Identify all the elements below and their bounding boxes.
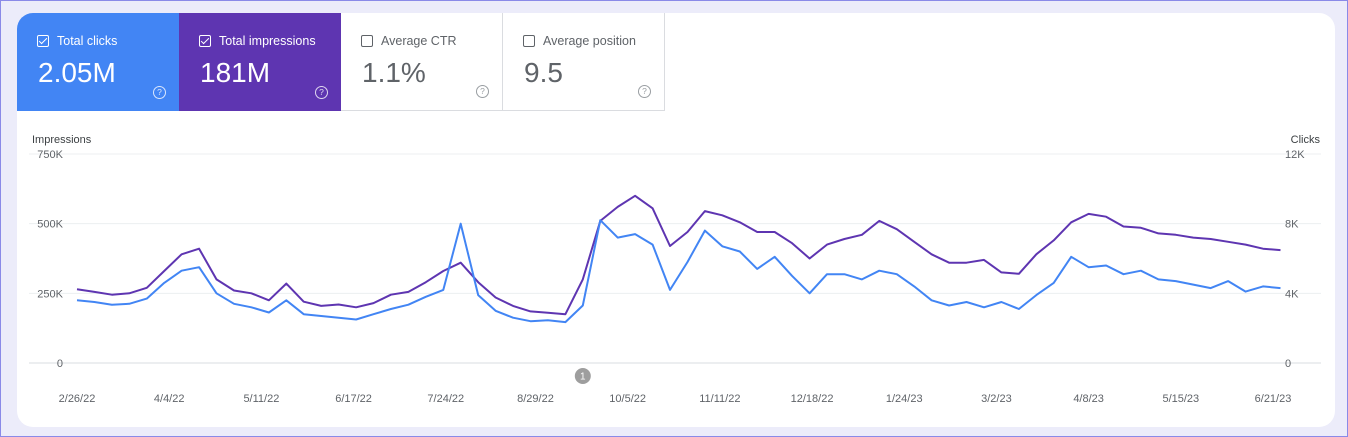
y-left-tick: 250K	[37, 288, 63, 300]
x-tick: 2/26/22	[59, 393, 96, 405]
tile-total-clicks[interactable]: Total clicks 2.05M ?	[17, 13, 179, 111]
y-left-tick: 500K	[37, 219, 63, 231]
tile-label: Average CTR	[381, 34, 457, 48]
y-axis-left-ticks: 750K 500K 250K 0	[37, 149, 63, 370]
help-icon[interactable]: ?	[153, 86, 166, 99]
checkbox-unchecked-icon[interactable]	[523, 35, 535, 47]
x-tick: 6/21/23	[1255, 393, 1292, 405]
y-right-tick: 4K	[1285, 288, 1299, 300]
checkbox-unchecked-icon[interactable]	[361, 35, 373, 47]
gridlines	[29, 153, 1321, 364]
tile-value: 1.1%	[362, 57, 426, 88]
series-clicks-line[interactable]	[76, 219, 1281, 324]
y-axis-right-ticks: 12K 8K 4K 0	[1285, 149, 1305, 370]
x-tick: 1/24/23	[886, 393, 923, 405]
x-tick: 4/4/22	[154, 393, 185, 405]
series-impressions-line[interactable]	[76, 194, 1281, 316]
y-axis-right-title: Clicks	[1291, 134, 1321, 146]
annotation-label: 1	[580, 372, 586, 383]
metric-tiles: Total clicks 2.05M ? Total impressions 1…	[17, 13, 665, 111]
tile-average-position[interactable]: Average position 9.5 ?	[503, 13, 665, 111]
y-axis-left-title: Impressions	[32, 134, 92, 146]
help-icon[interactable]: ?	[476, 85, 489, 98]
tile-average-ctr[interactable]: Average CTR 1.1% ?	[341, 13, 503, 111]
x-tick: 12/18/22	[791, 393, 834, 405]
tile-label: Total impressions	[219, 34, 316, 48]
y-right-tick: 8K	[1285, 219, 1299, 231]
x-tick: 7/24/22	[427, 393, 464, 405]
x-tick: 3/2/23	[981, 393, 1012, 405]
tile-label: Average position	[543, 34, 636, 48]
y-right-tick: 0	[1285, 358, 1291, 370]
annotation-circle[interactable]	[574, 368, 591, 384]
checkbox-checked-icon[interactable]	[199, 35, 211, 47]
tile-value: 181M	[200, 57, 271, 88]
help-icon[interactable]: ?	[638, 85, 651, 98]
x-axis-ticks: 2/26/22 4/4/22 5/11/22 6/17/22 7/24/22 8…	[59, 393, 1292, 405]
x-tick: 11/11/22	[699, 393, 740, 405]
x-tick: 4/8/23	[1073, 393, 1104, 405]
tile-value: 9.5	[524, 57, 563, 88]
y-left-tick: 750K	[37, 149, 63, 161]
y-right-tick: 12K	[1285, 149, 1305, 161]
checkbox-checked-icon[interactable]	[37, 35, 49, 47]
y-left-tick: 0	[57, 358, 63, 370]
tile-value: 2.05M	[38, 57, 116, 88]
annotation-marker[interactable]: 1	[574, 368, 591, 384]
x-tick: 6/17/22	[335, 393, 372, 405]
x-tick: 8/29/22	[517, 393, 554, 405]
help-icon[interactable]: ?	[315, 86, 328, 99]
x-tick: 10/5/22	[609, 393, 646, 405]
x-tick: 5/15/23	[1162, 393, 1199, 405]
performance-card: Total clicks 2.05M ? Total impressions 1…	[17, 13, 1335, 427]
tile-total-impressions[interactable]: Total impressions 181M ?	[179, 13, 341, 111]
x-tick: 5/11/22	[243, 393, 279, 405]
performance-chart: Impressions Clicks 750K 500K 250K 0 12K …	[29, 134, 1321, 405]
tile-label: Total clicks	[57, 34, 118, 48]
